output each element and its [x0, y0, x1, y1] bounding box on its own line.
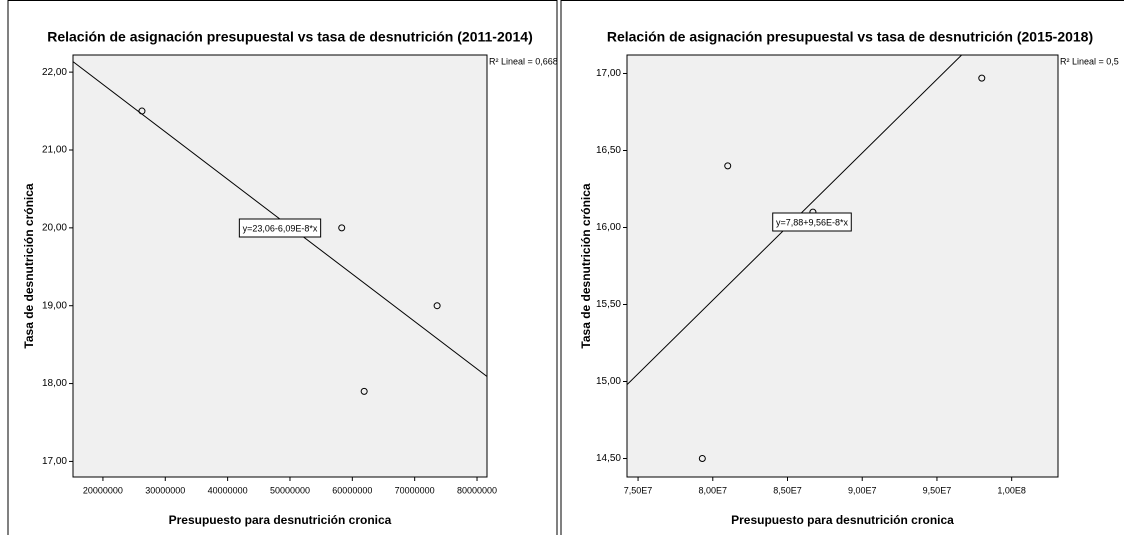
point [724, 162, 732, 170]
y-tick-label: 17,00 [42, 456, 67, 467]
equation-box [772, 212, 852, 232]
y-tick-label: 14,50 [596, 453, 621, 464]
x-tick-label: 9,00E7 [848, 485, 877, 495]
r2-label: R² Lineal = 0,5 [1060, 56, 1119, 66]
point [698, 455, 706, 463]
y-tick-label: 17,00 [596, 68, 621, 79]
y-tick-label: 15,50 [596, 299, 621, 310]
equation-box [238, 218, 322, 238]
y-tick-label: 20,00 [42, 222, 67, 233]
chart-title: Relación de asignación presupuestal vs t… [47, 29, 533, 45]
x-tick-label: 60000000 [332, 485, 372, 495]
x-tick-label: 40000000 [208, 485, 248, 495]
plot-area [626, 54, 1059, 478]
x-tick-label: 7,50E7 [624, 485, 653, 495]
x-axis-label: Presupuesto para desnutrición cronica [731, 513, 954, 527]
x-tick-label: 8,00E7 [699, 485, 728, 495]
point [138, 107, 146, 115]
point [338, 224, 346, 232]
y-tick-label: 21,00 [42, 145, 67, 156]
y-tick-label: 18,00 [42, 378, 67, 389]
equation-label: y=23,06-6,09E-8*x [243, 223, 318, 233]
x-tick-label: 50000000 [270, 485, 310, 495]
panel-border [7, 0, 558, 535]
point [433, 302, 441, 310]
x-tick-label: 9,50E7 [923, 485, 952, 495]
panel-border [560, 0, 1124, 535]
y-tick-label: 16,50 [596, 145, 621, 156]
x-tick-label: 1,00E8 [997, 485, 1026, 495]
x-tick-label: 80000000 [457, 485, 497, 495]
plot-area [72, 54, 488, 478]
y-axis-label: Tasa de desnutrición crónica [579, 183, 593, 348]
r2-label: R² Lineal = 0,668 [489, 56, 558, 66]
equation-label: y=7,88+9,56E-8*x [776, 217, 849, 227]
x-axis-label: Presupuesto para desnutrición cronica [169, 513, 392, 527]
point [360, 387, 368, 395]
x-tick-label: 8,50E7 [773, 485, 802, 495]
x-tick-label: 20000000 [83, 485, 123, 495]
y-axis-label: Tasa de desnutrición crónica [22, 183, 36, 348]
x-tick-label: 70000000 [395, 485, 435, 495]
x-tick-label: 30000000 [145, 485, 185, 495]
y-tick-label: 22,00 [42, 67, 67, 78]
y-tick-label: 15,00 [596, 376, 621, 387]
chart-title: Relación de asignación presupuestal vs t… [607, 29, 1093, 45]
trendline [627, 55, 963, 386]
y-tick-label: 16,00 [596, 222, 621, 233]
point [978, 74, 986, 82]
y-tick-label: 19,00 [42, 300, 67, 311]
